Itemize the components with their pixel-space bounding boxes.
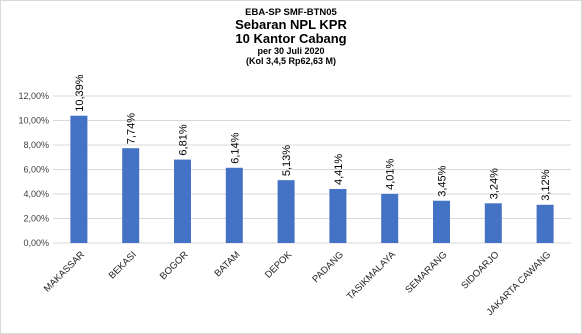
- y-tick-label: 12,00%: [18, 91, 49, 101]
- y-tick-label: 6,00%: [23, 165, 49, 175]
- data-label: 3,45%: [437, 165, 449, 196]
- data-label: 4,41%: [333, 154, 345, 185]
- chart-note: (Kol 3,4,5 Rp62,63 M): [245, 56, 337, 66]
- data-label: 4,01%: [385, 158, 397, 189]
- bar-batam: [225, 167, 243, 243]
- category-label: BOGOR: [158, 249, 191, 282]
- chart-title: Sebaran NPL KPR: [235, 17, 347, 32]
- y-tick-label: 2,00%: [23, 214, 49, 224]
- category-label: DEPOK: [263, 249, 295, 281]
- data-label: 6,14%: [229, 132, 241, 163]
- bar-depok: [277, 180, 295, 243]
- bar-bekasi: [122, 148, 140, 243]
- y-tick-label: 0,00%: [23, 238, 49, 248]
- category-label: SIDOARJO: [459, 249, 501, 291]
- chart-date: per 30 Juli 2020: [257, 46, 325, 56]
- category-label: PADANG: [310, 249, 346, 285]
- data-label: 3,24%: [488, 168, 500, 199]
- y-tick-label: 10,00%: [18, 116, 49, 126]
- data-labels: 10,39% 7,74% 6,81% 6,14% 5,13% 4,41% 4,01% 3,45…: [74, 74, 552, 201]
- series-code: EBA-SP SMF-BTN05: [245, 7, 337, 18]
- bar-semarang: [433, 200, 450, 243]
- bar-sidoarjo: [484, 203, 502, 243]
- category-label: MAKASSAR: [42, 249, 87, 294]
- data-label: 6,81%: [178, 124, 190, 155]
- data-label: 10,39%: [74, 74, 86, 112]
- bar-tasikmalaya: [381, 193, 399, 243]
- category-label: BATAM: [212, 249, 242, 279]
- data-label: 7,74%: [126, 113, 138, 144]
- bars: [70, 115, 554, 243]
- category-labels: MAKASSAR BEKASI BOGOR BATAM DEPOK PADANGTASIK…: [42, 249, 553, 318]
- category-label: SEMARANG: [403, 249, 449, 295]
- gridlines: [53, 95, 571, 244]
- chart-title-block: EBA-SP SMF-BTN05 Sebaran NPL KPR 10 Kant…: [1, 7, 581, 66]
- bar-makassar: [70, 115, 88, 243]
- y-axis-ticks: 0,00% 2,00% 4,00% 6,00% 8,00% 10,00% 12,00%: [18, 91, 49, 248]
- category-label: BEKASI: [107, 249, 139, 281]
- chart-subtitle: 10 Kantor Cabang: [235, 31, 347, 46]
- bar-padang: [329, 188, 347, 243]
- data-label: 5,13%: [281, 145, 293, 176]
- y-tick-label: 8,00%: [23, 140, 49, 150]
- bar-bogor: [174, 159, 191, 243]
- data-label: 3,12%: [540, 169, 552, 200]
- bar-jakarta-cawang: [536, 204, 554, 243]
- y-tick-label: 4,00%: [23, 189, 49, 199]
- category-label: TASIKMALAYA: [345, 249, 398, 302]
